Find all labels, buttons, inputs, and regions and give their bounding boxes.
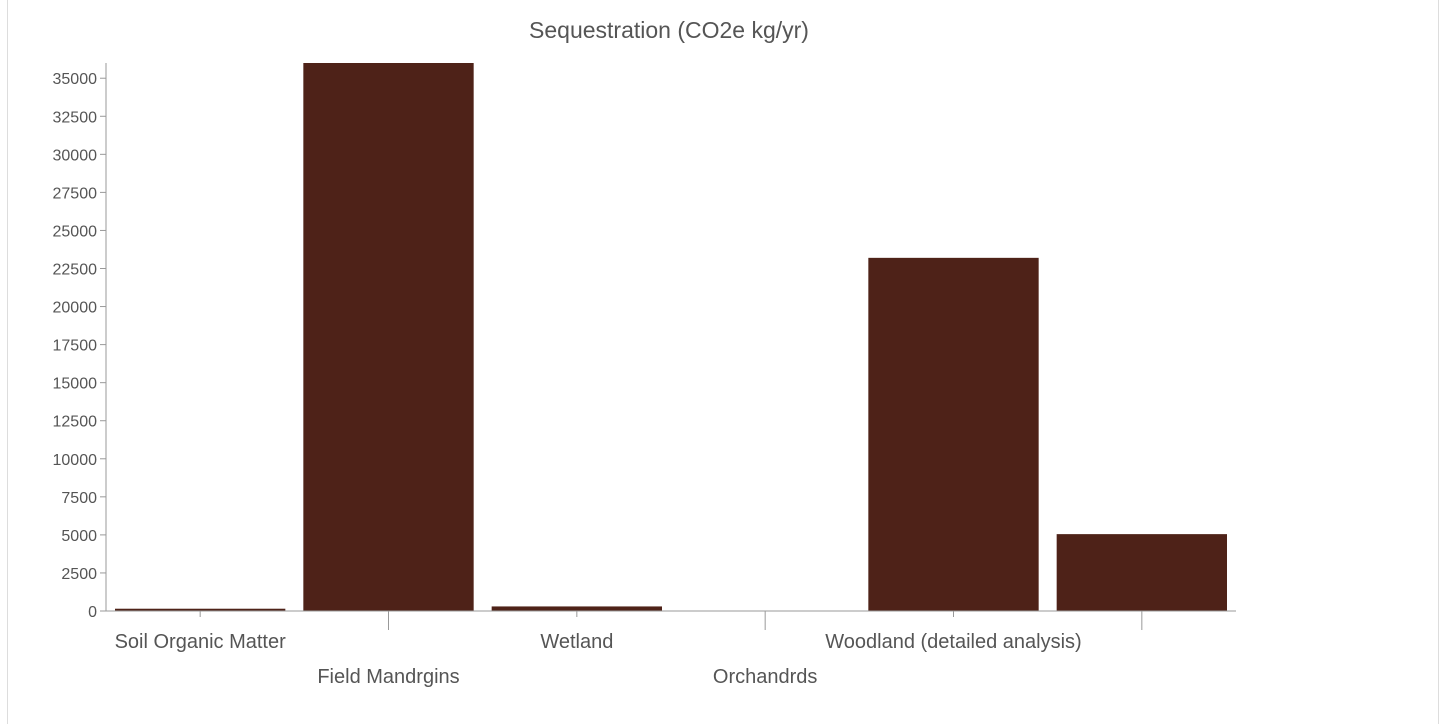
y-tick-label: 17500 xyxy=(53,338,98,355)
bar xyxy=(868,257,1039,611)
y-tick-label: 7500 xyxy=(61,490,97,507)
x-tick-label: Soil Organic Matter xyxy=(115,631,287,653)
x-tick-label: Orchandrds xyxy=(713,666,818,688)
x-tick-label: Woodland (detailed analysis) xyxy=(825,631,1081,653)
x-axis: Soil Organic Matter Field Mandrgins Wetlan… xyxy=(106,610,1236,688)
y-tick-label: 2500 xyxy=(61,566,97,583)
y-tick-label: 27500 xyxy=(53,185,98,202)
y-tick-label: 10000 xyxy=(53,452,98,469)
x-tick-label: Wetland xyxy=(540,631,613,653)
y-tick-label: 5000 xyxy=(61,528,97,545)
y-tick-label: 35000 xyxy=(53,71,98,88)
y-tick-label: 15000 xyxy=(53,376,98,393)
y-tick-label: 0 xyxy=(88,604,97,621)
y-tick-label: 25000 xyxy=(53,223,98,240)
bar xyxy=(115,608,286,611)
bar-chart: Sequestration (CO2e kg/yr) 0 2500 5000 7500… xyxy=(53,17,1236,688)
y-axis: 0 2500 5000 7500 10000 12500 15000 17500 20000 22… xyxy=(53,63,107,621)
y-tick-label: 22500 xyxy=(53,262,98,279)
chart-panel: Sequestration (CO2e kg/yr) 0 2500 5000 7500… xyxy=(7,0,1439,724)
bar xyxy=(303,63,474,611)
x-tick-label: Field Mandrgins xyxy=(317,666,459,688)
y-tick-label: 20000 xyxy=(53,300,98,317)
y-tick-label: 30000 xyxy=(53,147,98,164)
y-tick-label: 12500 xyxy=(53,414,98,431)
chart-title: Sequestration (CO2e kg/yr) xyxy=(529,17,809,43)
bar xyxy=(491,606,662,611)
bar xyxy=(1056,534,1227,611)
bars xyxy=(115,63,1227,611)
y-tick-label: 32500 xyxy=(53,109,98,126)
